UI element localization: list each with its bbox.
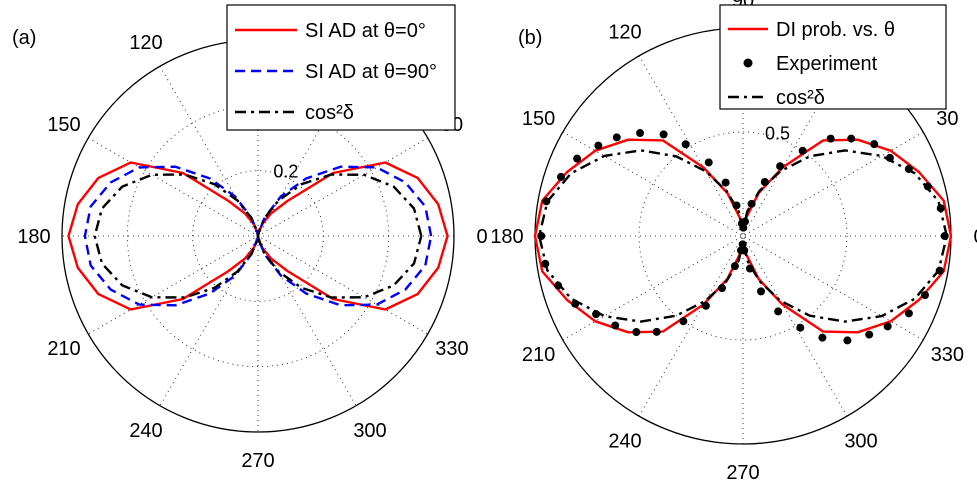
angle-tick-label: 150: [47, 114, 80, 136]
legend-label: Experiment: [776, 53, 878, 75]
data-point: [704, 158, 713, 167]
legend-label: cos²δ: [305, 102, 354, 124]
data-point: [798, 146, 807, 155]
series-line: [93, 173, 423, 299]
data-point: [679, 317, 688, 326]
angle-tick-label: 120: [129, 32, 162, 54]
legend-marker: [743, 58, 753, 68]
data-point: [776, 162, 785, 171]
data-point: [904, 309, 913, 318]
legend-label: cos²δ: [776, 87, 825, 109]
angle-tick-label: 30: [936, 108, 958, 130]
data-point: [796, 323, 805, 332]
angle-tick-label: 0: [476, 226, 487, 248]
data-point: [865, 330, 874, 339]
legend-label: SI AD at θ=90°: [305, 61, 437, 83]
data-point: [611, 321, 620, 330]
legend: DI prob. vs. θ Experiment cos²δ: [719, 4, 947, 110]
data-point: [843, 336, 852, 345]
data-point: [940, 232, 949, 240]
angle-tick-label: 240: [129, 420, 162, 442]
radial-tick-label: 0.2: [273, 162, 298, 182]
data-point: [756, 287, 765, 296]
radial-grid-circle: [638, 131, 848, 341]
angle-tick-label: 210: [47, 338, 80, 360]
angle-tick-label: 120: [608, 22, 641, 44]
angle-tick-label: 240: [608, 430, 641, 452]
data-point: [659, 130, 668, 139]
legend-box: [719, 4, 947, 110]
data-point: [883, 322, 892, 331]
angle-tick-label: 180: [17, 226, 50, 248]
series-line: [83, 165, 433, 307]
legend-label: SI AD at θ=0°: [305, 20, 426, 42]
angle-tick-label: 0: [973, 226, 977, 248]
data-point: [847, 134, 856, 143]
radial-tick-label: 0.5: [765, 124, 790, 144]
angle-tick-label: 270: [241, 450, 274, 472]
polar-panel-a: (a) 0.20.40.6030609012015018021024027030…: [12, 2, 488, 472]
data-point: [573, 154, 582, 163]
data-point: [721, 178, 730, 187]
angle-tick-label: 180: [490, 226, 523, 248]
polar-panel-b: (b) 0.510306090120150180210240270300330D…: [490, 0, 977, 480]
panel-label: (b): [518, 27, 542, 49]
data-point: [612, 133, 621, 142]
angle-tick-label: 300: [353, 420, 386, 442]
data-point: [652, 327, 661, 336]
panel-label: (a): [12, 27, 36, 49]
legend: SI AD at θ=0° SI AD at θ=90° cos²δ: [226, 4, 456, 131]
series-line: [67, 161, 449, 311]
data-point: [701, 301, 710, 310]
data-point: [747, 199, 756, 208]
data-point: [818, 333, 827, 342]
data-point: [774, 307, 783, 316]
data-point: [632, 328, 641, 337]
legend-label: DI prob. vs. θ: [776, 19, 895, 41]
data-point: [557, 172, 566, 181]
angle-tick-label: 210: [522, 344, 555, 366]
data-point: [636, 129, 645, 138]
data-point: [681, 140, 690, 149]
angle-tick-label: 300: [844, 430, 877, 452]
angle-tick-label: 270: [726, 462, 759, 480]
angle-tick-label: 330: [435, 338, 468, 360]
legend-box: [226, 4, 456, 131]
data-point: [537, 232, 546, 240]
angle-tick-label: 330: [931, 344, 964, 366]
data-point: [920, 291, 929, 300]
data-point: [594, 141, 603, 150]
data-point: [870, 140, 879, 149]
angle-tick-label: 150: [522, 108, 555, 130]
data-point: [826, 134, 835, 143]
